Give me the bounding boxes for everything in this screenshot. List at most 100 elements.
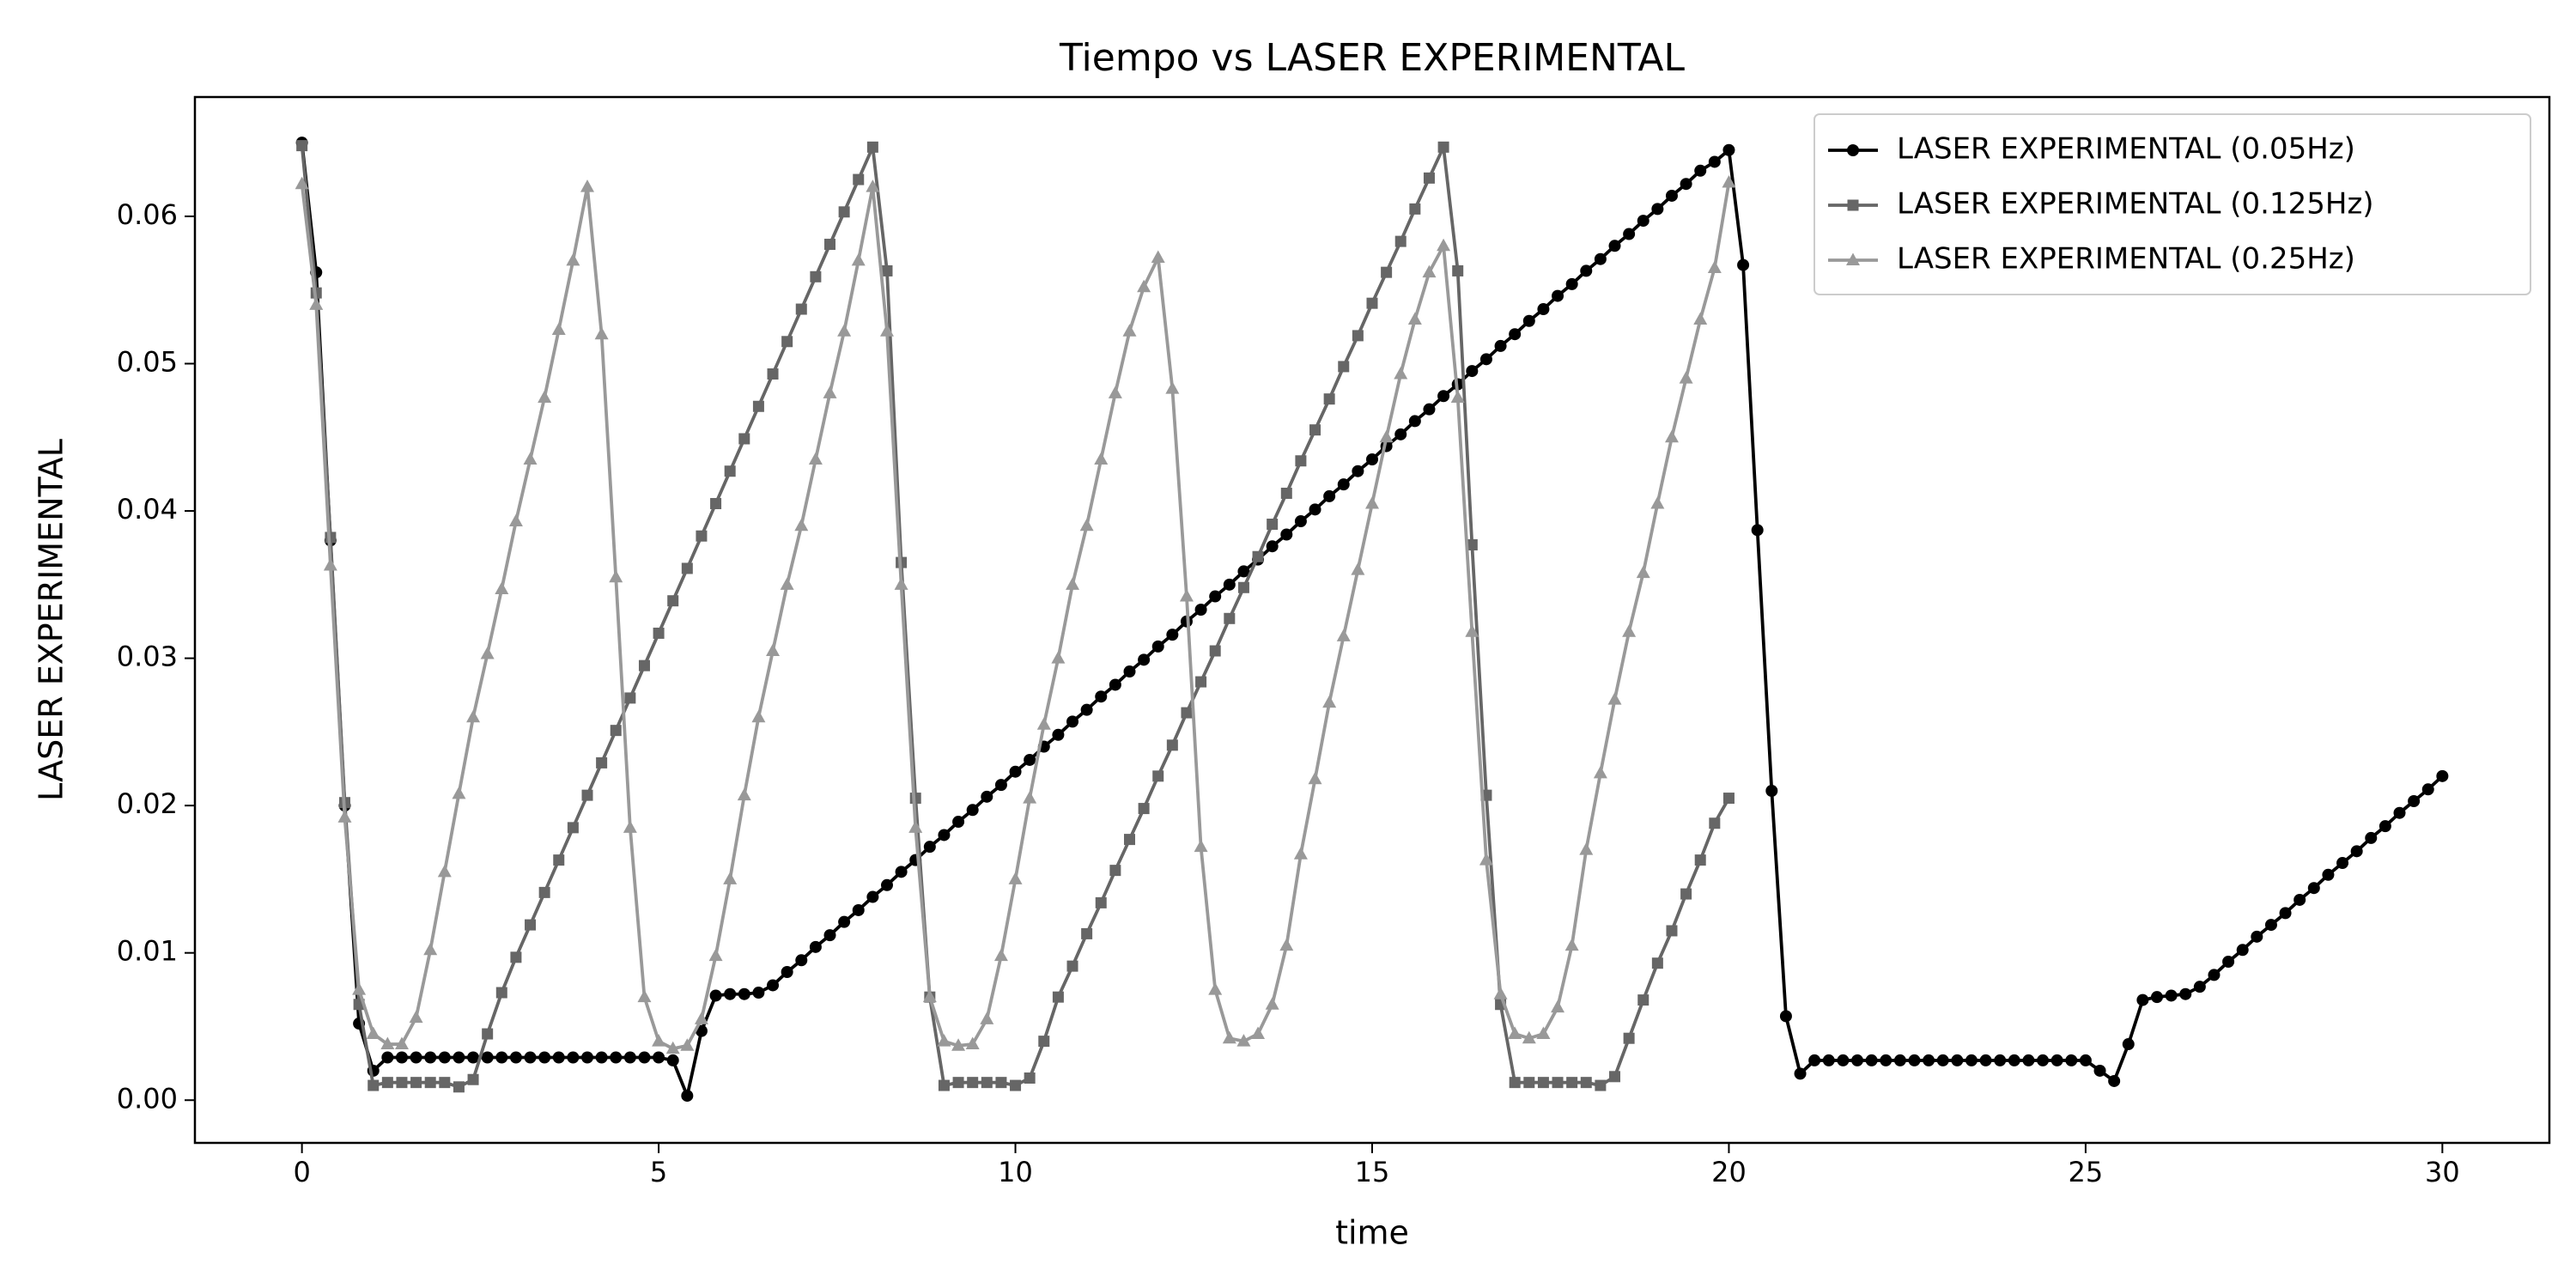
marker (938, 829, 951, 841)
marker (1109, 865, 1121, 877)
marker (2179, 987, 2192, 1000)
marker (1266, 540, 1279, 553)
marker (610, 1051, 623, 1064)
marker (2408, 795, 2421, 808)
marker (1637, 215, 1649, 228)
marker (1323, 489, 1336, 502)
marker (794, 518, 809, 532)
marker (1551, 999, 1565, 1013)
marker (2251, 930, 2263, 943)
marker (1322, 695, 1337, 708)
marker (880, 878, 893, 891)
marker (2065, 1054, 2078, 1066)
marker (1423, 172, 1435, 184)
marker (2136, 993, 2149, 1006)
marker (1466, 365, 1479, 378)
marker (724, 987, 737, 1000)
marker (1352, 330, 1364, 342)
marker (965, 1036, 980, 1050)
marker (993, 948, 1008, 962)
marker (538, 1051, 551, 1064)
marker (1594, 252, 1607, 265)
marker (1936, 1054, 1949, 1066)
marker (2165, 989, 2178, 1002)
marker (853, 173, 865, 185)
marker (438, 1051, 451, 1064)
marker (1366, 453, 1378, 466)
marker (1265, 997, 1279, 1010)
marker (810, 270, 822, 283)
marker (1267, 518, 1279, 530)
marker (2093, 1064, 2106, 1077)
marker (1536, 1026, 1551, 1040)
marker (1580, 1077, 1592, 1089)
marker (1408, 415, 1421, 428)
x-tick-label: 25 (2069, 1156, 2104, 1188)
marker (1708, 155, 1721, 168)
marker (1636, 565, 1650, 579)
marker (1038, 1036, 1050, 1048)
marker (1109, 678, 1121, 691)
marker (510, 951, 522, 963)
marker (937, 1034, 951, 1047)
marker (381, 1051, 394, 1064)
marker (538, 886, 550, 898)
marker (809, 940, 822, 953)
marker (1837, 1054, 1850, 1066)
marker (452, 786, 466, 799)
marker (381, 1077, 393, 1089)
marker (751, 709, 766, 723)
marker (2222, 955, 2235, 968)
marker (1151, 250, 1165, 263)
marker (2293, 893, 2306, 906)
marker (623, 820, 637, 833)
marker (1709, 817, 1721, 829)
marker (1209, 645, 1221, 657)
marker (1095, 896, 1107, 908)
marker (1808, 1054, 1821, 1066)
marker (1665, 189, 1678, 202)
marker (1152, 770, 1164, 782)
marker (1552, 1077, 1564, 1089)
marker (552, 1051, 565, 1064)
marker (710, 497, 722, 509)
marker (1166, 629, 1179, 641)
marker (1095, 690, 1108, 703)
marker (1352, 465, 1364, 477)
marker (2264, 919, 2277, 932)
x-axis-label: time (1335, 1214, 1409, 1252)
marker (1722, 174, 1736, 188)
marker (752, 400, 764, 412)
marker (1036, 717, 1051, 730)
marker (368, 1079, 380, 1091)
x-tick-label: 30 (2425, 1156, 2460, 1188)
marker (2022, 1054, 2035, 1066)
marker (1309, 503, 1321, 516)
marker (467, 1051, 480, 1064)
chart-title: Tiempo vs LASER EXPERIMENTAL (1059, 36, 1685, 80)
marker (738, 987, 750, 1000)
marker (1237, 581, 1249, 593)
y-tick-label: 0.03 (117, 641, 178, 673)
marker (553, 854, 565, 866)
marker (1094, 452, 1109, 465)
marker (1493, 987, 1508, 999)
marker (1293, 847, 1308, 860)
marker (1394, 428, 1407, 440)
marker (1847, 144, 1859, 156)
marker (1123, 834, 1135, 846)
marker (567, 1051, 580, 1064)
marker (595, 1051, 608, 1064)
marker (1794, 1067, 1807, 1080)
marker (824, 239, 836, 251)
marker (1194, 839, 1208, 853)
marker (923, 841, 936, 854)
marker (823, 929, 836, 942)
marker (1693, 312, 1708, 325)
marker (1908, 1054, 1921, 1066)
marker (2008, 1054, 2020, 1066)
marker (1279, 938, 1294, 951)
marker (767, 368, 779, 380)
marker (495, 987, 507, 999)
marker (1366, 297, 1378, 309)
